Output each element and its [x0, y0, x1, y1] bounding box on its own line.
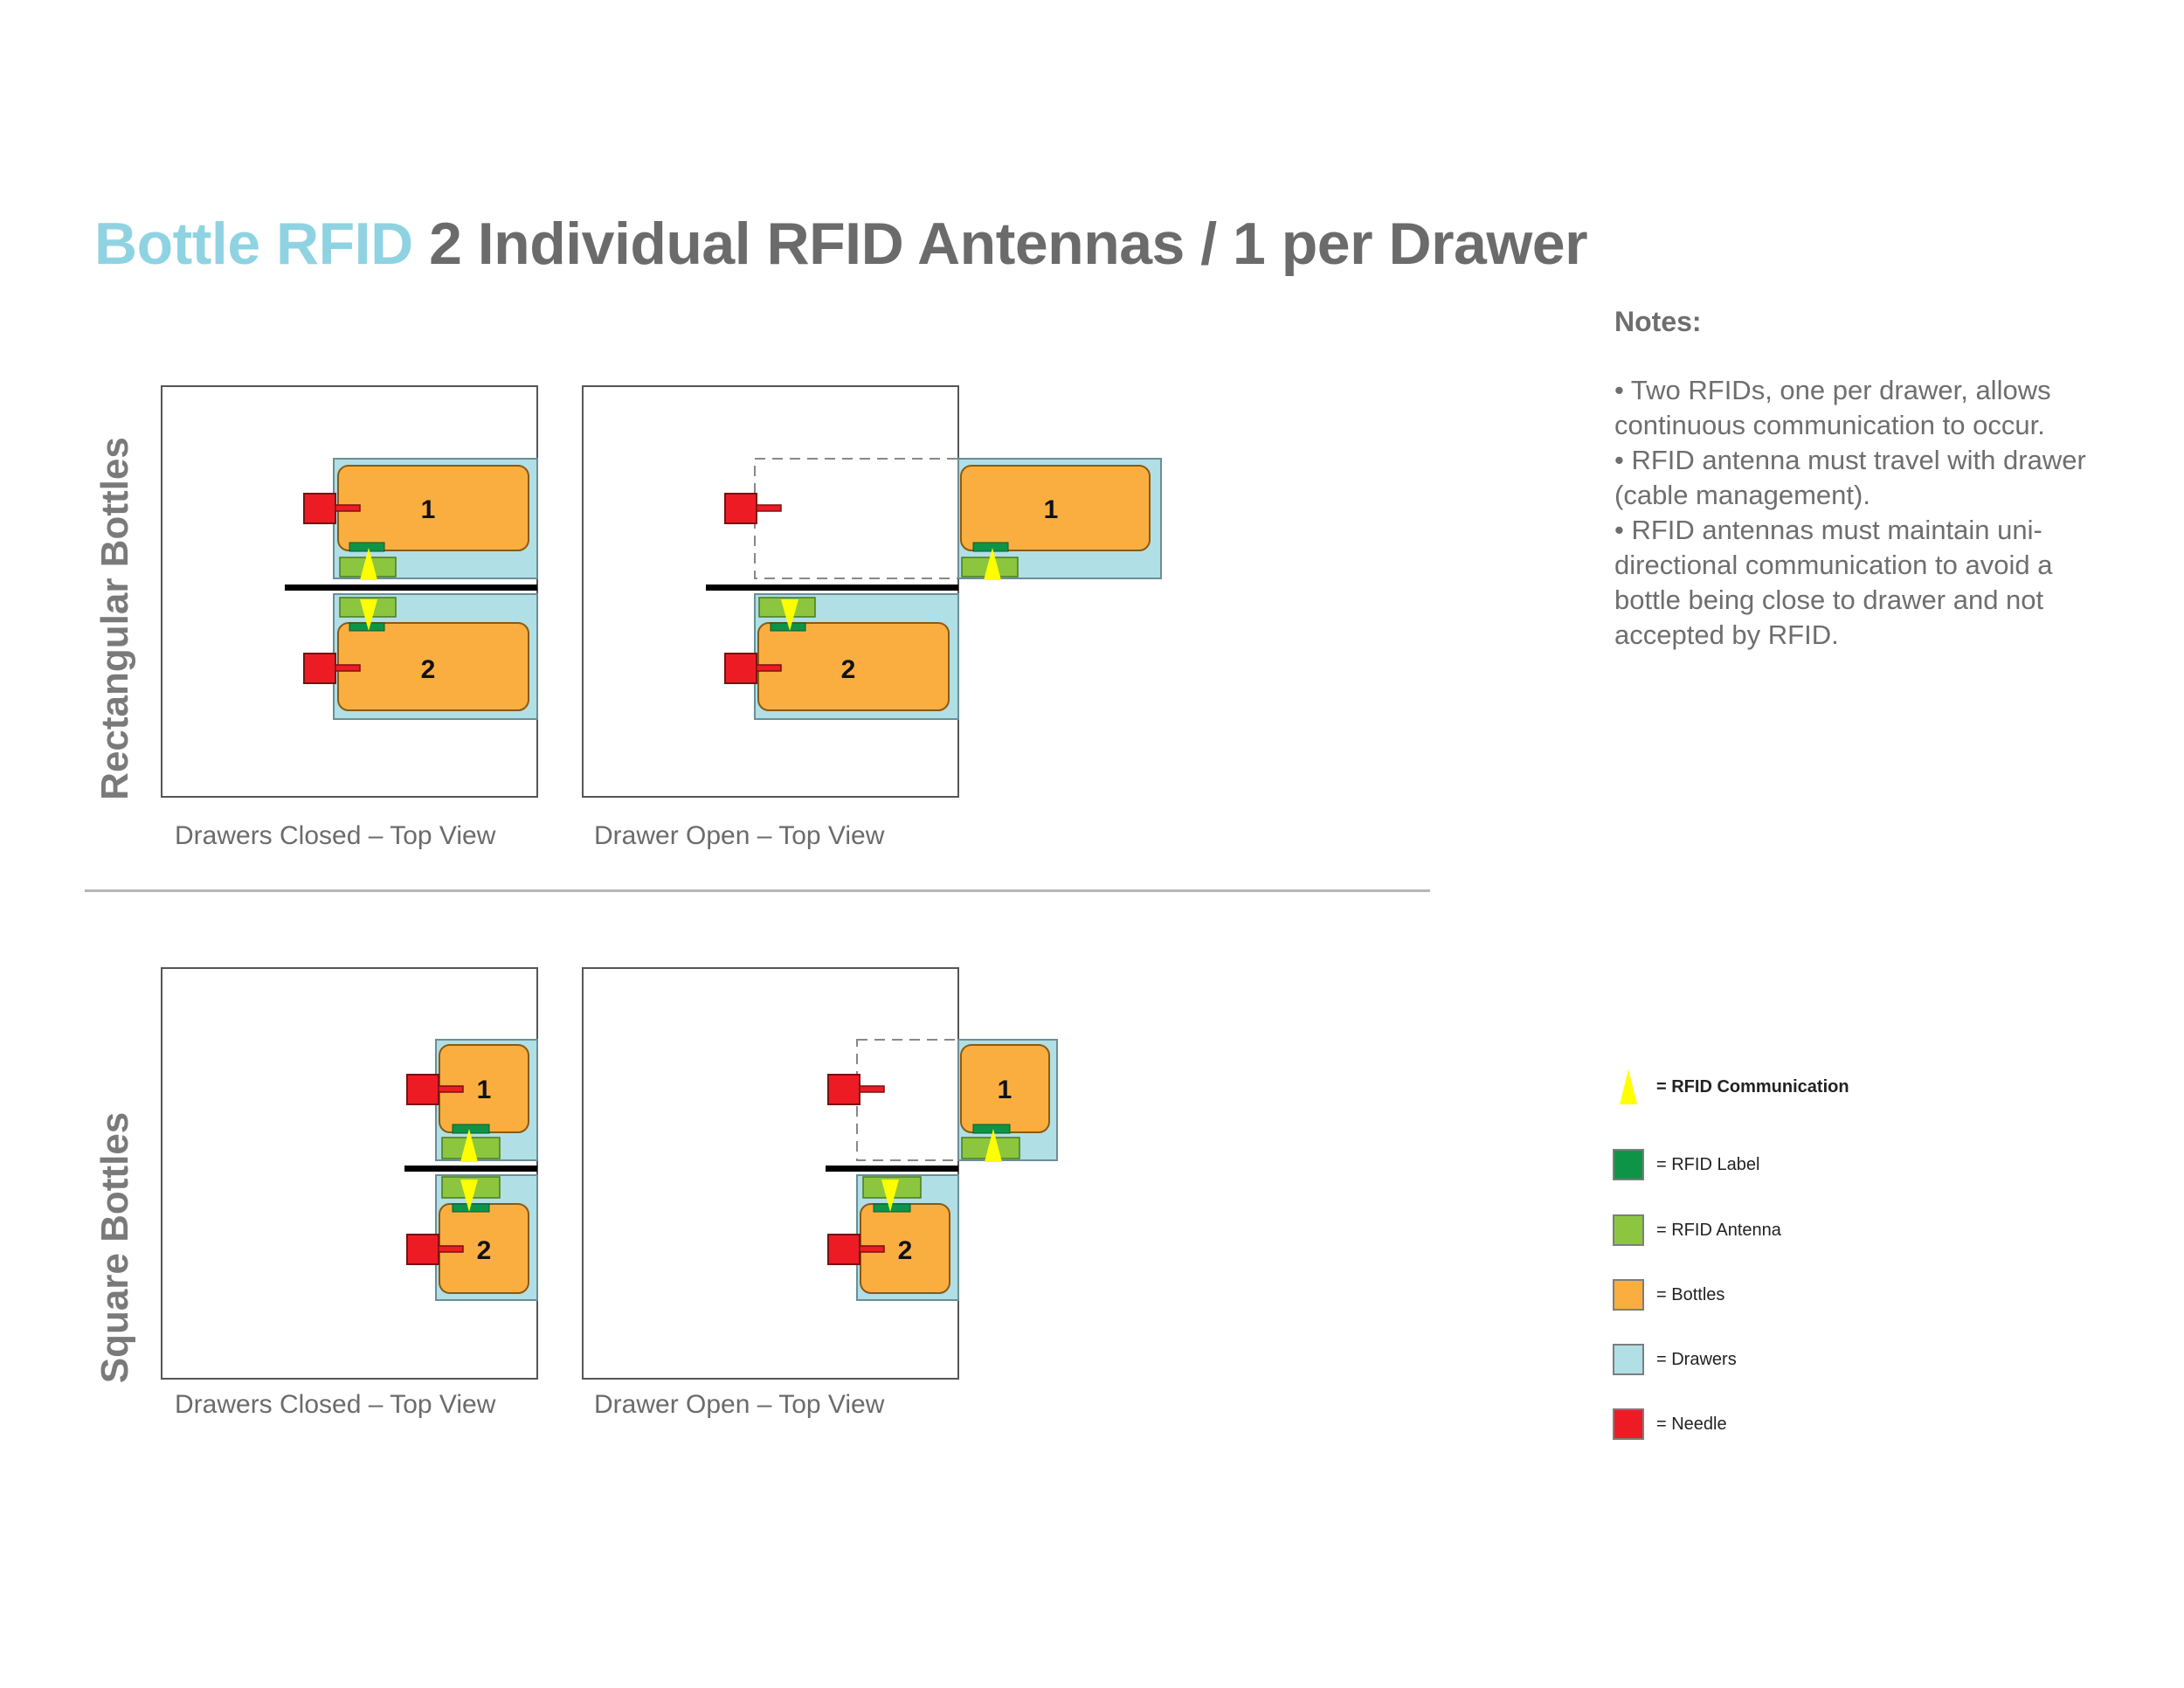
rfid-antenna-swatch [1613, 1214, 1644, 1246]
rect-open-view: 1 2 [582, 385, 1162, 798]
note-item: • RFID antennas must maintain uni-direct… [1614, 515, 2053, 650]
legend-label: = RFID Label [1656, 1154, 1760, 1174]
drawer-divider [826, 1166, 958, 1172]
bottle-number-1: 1 [1044, 495, 1059, 524]
needle-swatch [1613, 1408, 1644, 1440]
rect-closed-view: 1 2 [161, 385, 538, 798]
square-open-view: 1 2 [582, 967, 1058, 1380]
cabinet-outline [582, 967, 959, 1380]
page-title: Bottle RFID 2 Individual RFID Antennas /… [94, 210, 1588, 278]
bottle-number-2: 2 [841, 655, 856, 684]
caption-square-open: Drawer Open – Top View [594, 1390, 885, 1419]
rfid-communication-arrow-up [984, 548, 1001, 580]
rfid-communication-arrow-up [460, 1129, 478, 1162]
caption-rect-open: Drawer Open – Top View [594, 821, 885, 850]
bottles-swatch [1613, 1279, 1644, 1311]
cabinet-outline [161, 385, 538, 798]
rfid-label-1 [452, 1124, 490, 1134]
bottle-1 [960, 465, 1151, 551]
square-closed-view: 1 2 [161, 967, 538, 1380]
legend-item-rfid-antenna: = RFID Antenna [1613, 1211, 1781, 1249]
section-divider [85, 889, 1430, 892]
legend-label: = Drawers [1656, 1349, 1737, 1369]
drawers-swatch [1613, 1344, 1644, 1375]
rfid-communication-arrow-down [881, 1180, 899, 1212]
title-rest: 2 Individual RFID Antennas / 1 per Drawe… [412, 211, 1588, 277]
rfid-label-swatch [1613, 1149, 1644, 1180]
legend-label: = RFID Antenna [1656, 1220, 1781, 1240]
bottle-number-2: 2 [421, 655, 436, 684]
bottle-number-2: 2 [898, 1236, 913, 1265]
bottle-number-1: 1 [421, 495, 436, 524]
cabinet-outline [582, 385, 959, 798]
legend-item-rfid-label: = RFID Label [1613, 1145, 1759, 1184]
note-item: • Two RFIDs, one per drawer, allows cont… [1614, 375, 2051, 440]
rfid-label-1 [972, 542, 1009, 552]
rfid-communication-arrow-up [360, 548, 377, 580]
drawer-divider [706, 585, 958, 591]
bottle-number-1: 1 [477, 1076, 492, 1104]
legend-label: = RFID Communication [1656, 1076, 1849, 1097]
rfid-communication-arrow-down [360, 599, 377, 631]
bottle-number-2: 2 [477, 1236, 492, 1265]
drawer-divider [285, 585, 537, 591]
title-accent: Bottle RFID [94, 211, 413, 277]
notes-title: Notes: [1614, 306, 1702, 337]
caption-square-closed: Drawers Closed – Top View [175, 1390, 496, 1419]
legend-label: = Bottles [1656, 1284, 1725, 1304]
cabinet-outline [161, 967, 538, 1380]
legend-label: = Needle [1656, 1414, 1727, 1434]
legend-item-rfid-communication: = RFID Communication [1613, 1068, 1849, 1106]
notes-panel: Notes: • Two RFIDs, one per drawer, allo… [1614, 306, 2112, 653]
bottle-number-1: 1 [998, 1076, 1013, 1104]
note-item: • RFID antenna must travel with drawer (… [1614, 445, 2086, 510]
rfid-label-1 [349, 542, 385, 552]
caption-rect-closed: Drawers Closed – Top View [175, 821, 496, 850]
legend-item-drawers: = Drawers [1613, 1340, 1737, 1379]
rfid-communication-arrow-down [460, 1180, 478, 1212]
drawer-divider [404, 1166, 537, 1172]
yellow-arrow-icon [1620, 1069, 1637, 1104]
rfid-communication-arrow-up [985, 1129, 1002, 1162]
legend-item-needle: = Needle [1613, 1405, 1727, 1443]
rfid-label-1 [972, 1124, 1011, 1134]
rfid-communication-arrow-down [781, 599, 798, 631]
legend-item-bottles: = Bottles [1613, 1276, 1724, 1314]
